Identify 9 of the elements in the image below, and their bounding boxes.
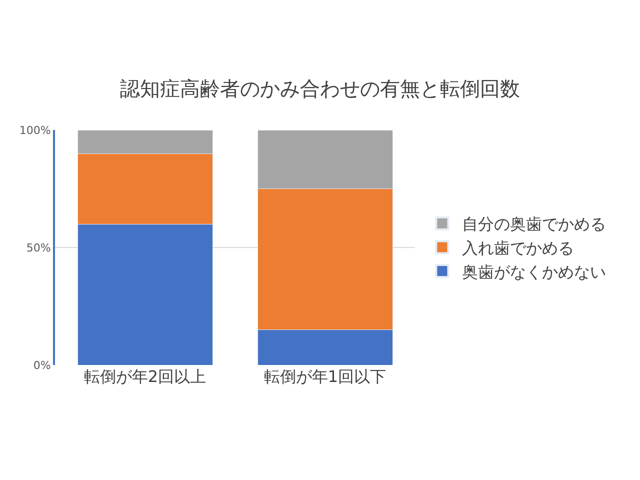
chart-title: 認知症高齢者のかみ合わせの有無と転倒回数 [120, 76, 520, 101]
legend-label: 入れ歯でかめる [462, 238, 574, 258]
x-tick-label: 転倒が年2回以上 [84, 367, 206, 386]
y-tick-label: 100% [19, 124, 51, 137]
y-tick-label: 50% [26, 241, 51, 254]
x-tick-label: 転倒が年1回以下 [264, 367, 386, 386]
y-tick-label: 0% [33, 358, 51, 372]
legend-label: 自分の奥歯でかめる [462, 214, 606, 234]
legend-label: 奥歯がなくかめない [462, 262, 606, 282]
